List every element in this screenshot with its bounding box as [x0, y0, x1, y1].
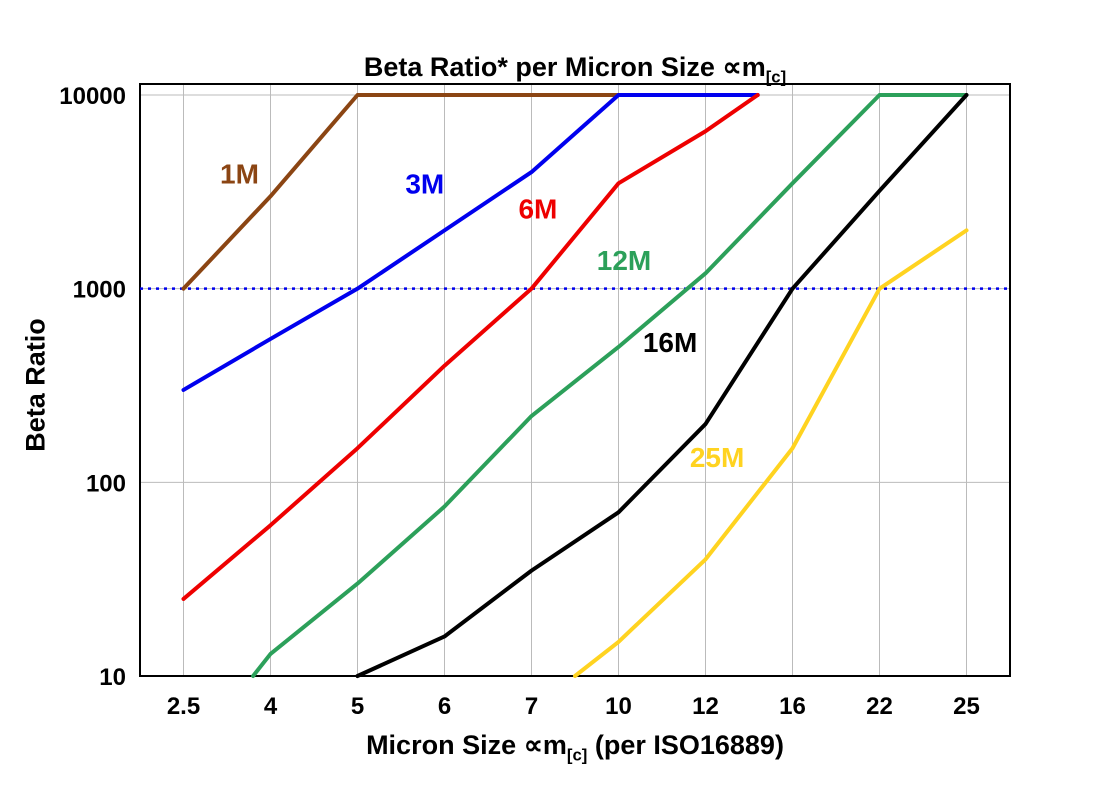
- micron-subscript: [c]: [765, 67, 787, 87]
- x-tick-label: 6: [438, 693, 451, 720]
- x-tick-label: 4: [264, 693, 278, 720]
- series-line-6M: [181, 93, 760, 601]
- series-label-12M: 12M: [597, 245, 651, 276]
- micron-subscript: [c]: [566, 745, 588, 765]
- y-tick-label: 1000: [73, 277, 126, 304]
- chart-title-text: Beta Ratio* per Micron Size: [363, 52, 723, 82]
- x-tick-label: 22: [866, 693, 893, 720]
- x-tick-label: 12: [692, 693, 719, 720]
- x-tick-label: 16: [779, 693, 806, 720]
- x-axis-title-rest: (per ISO16889): [587, 730, 784, 760]
- y-tick-label: 10000: [59, 83, 126, 110]
- micron-symbol: ∝m: [722, 52, 766, 82]
- series-line-25M: [573, 228, 969, 678]
- series-label-16M: 16M: [643, 327, 697, 358]
- x-tick-label: 2.5: [167, 693, 200, 720]
- x-tick-label: 7: [525, 693, 538, 720]
- series-line-12M: [251, 93, 969, 678]
- x-tick-label: 5: [351, 693, 364, 720]
- series-label-25M: 25M: [690, 442, 744, 473]
- chart-title: Beta Ratio* per Micron Size ∝m[c]: [140, 52, 1010, 87]
- series-label-6M: 6M: [518, 194, 557, 225]
- x-axis-title-text: Micron Size: [366, 730, 524, 760]
- x-tick-label: 10: [605, 693, 632, 720]
- series-line-16M: [355, 93, 969, 678]
- micron-symbol: ∝m: [523, 730, 567, 760]
- series-line-3M: [181, 93, 760, 392]
- x-tick-label: 25: [953, 693, 980, 720]
- series-label-1M: 1M: [220, 158, 259, 189]
- series-label-3M: 3M: [405, 169, 444, 200]
- y-tick-label: 100: [86, 470, 126, 497]
- series-line-1M: [181, 93, 621, 291]
- y-tick-label: 10: [99, 664, 126, 691]
- x-axis-title: Micron Size ∝m[c] (per ISO16889): [140, 730, 1010, 765]
